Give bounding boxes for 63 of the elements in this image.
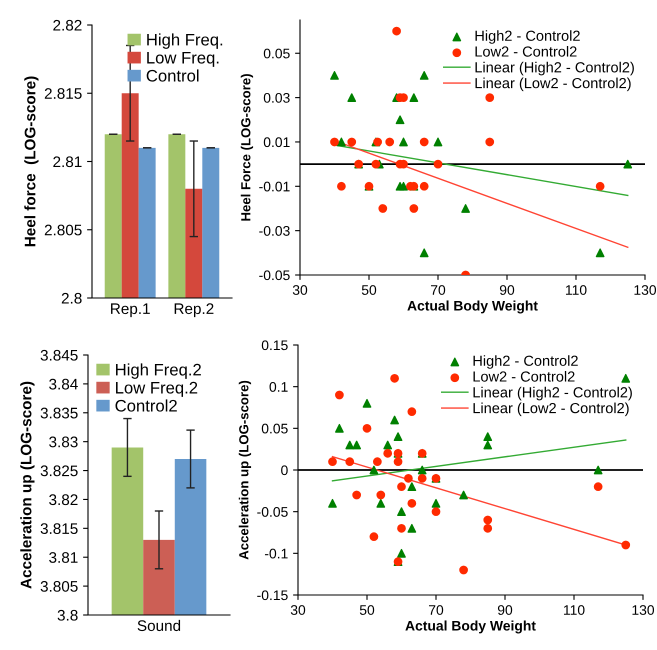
y-tick-label: 0.01 [264, 137, 290, 148]
x-tick-label: Sound [138, 620, 180, 632]
x-tick-label: 50 [362, 285, 376, 295]
y-tick-label: 3.81 [49, 552, 78, 563]
legend-label: Linear (Low2 - Control2) [474, 402, 629, 416]
legend-label: High2 - Control2 [476, 30, 580, 44]
y-tick-label: 0.03 [264, 92, 290, 103]
x-tick-label: 110 [566, 285, 587, 295]
legend-label: Control2 [116, 399, 177, 412]
legend-label: Linear (Low2 - Control2) [476, 78, 631, 92]
x-tick-label: 70 [428, 605, 444, 615]
y-tick-label: 2.815 [44, 88, 82, 99]
legend-label: Low Freq.2 [116, 382, 198, 397]
y-tick-label: -0.15 [257, 590, 288, 600]
x-tick-label: 30 [290, 605, 306, 615]
x-tick-label: Rep.1 [111, 303, 150, 318]
y-tick-label: 3.825 [40, 465, 78, 476]
x-tick-label: 130 [632, 605, 654, 615]
y-tick-label: 0.1 [270, 382, 288, 392]
y-tick-label: 2.8 [62, 292, 82, 304]
legend-label: Low2 - Control2 [474, 370, 575, 382]
legend-label: Linear (High2 - Control2) [474, 386, 632, 400]
y-tick-label: -0.05 [259, 270, 290, 280]
legend-label: High Freq. [147, 33, 222, 49]
y-tick-label: 3.84 [49, 378, 78, 390]
x-tick-label: Rep.2 [174, 303, 214, 318]
x-axis-title: Actual Body Weight [405, 620, 536, 634]
y-tick-label: 3.835 [40, 408, 78, 418]
y-tick-label: 0.05 [262, 424, 288, 434]
x-tick-label: 70 [430, 285, 446, 295]
y-tick-label: -0.01 [259, 182, 290, 192]
y-tick-label: 3.815 [40, 523, 78, 534]
x-axis-title: Actual Body Weight [407, 300, 538, 314]
y-tick-label: 3.805 [40, 580, 78, 592]
y-tick-label: -0.03 [259, 226, 290, 236]
legend-label: Low2 - Control2 [476, 46, 577, 57]
y-tick-label: 0.15 [262, 340, 288, 350]
x-tick-label: 130 [634, 285, 656, 295]
y-axis-title: Acceleration up (LOG-score) [20, 382, 34, 589]
y-tick-label: 3.82 [49, 494, 78, 506]
y-tick-label: 3.83 [49, 436, 78, 448]
x-tick-label: 30 [292, 285, 308, 295]
legend-label: High2 - Control2 [474, 355, 578, 369]
legend-label: High Freq.2 [116, 363, 201, 379]
x-tick-label: 110 [564, 605, 585, 615]
y-tick-label: 3.8 [58, 610, 78, 621]
y-axis-title: Acceleration up (LOG-score) [238, 380, 252, 560]
legend-label: Low Freq. [147, 52, 218, 67]
x-tick-label: 90 [498, 605, 512, 615]
y-tick-label: 3.845 [40, 350, 78, 361]
y-axis-title: Heel Force (LOG-score) [240, 74, 254, 221]
y-tick-label: 0.05 [264, 48, 290, 58]
y-tick-label: -0.1 [264, 548, 288, 559]
legend-label: Control [146, 69, 198, 82]
x-tick-label: 50 [360, 605, 374, 615]
y-tick-label: 2.82 [53, 20, 82, 31]
y-axis-title: Heel force (LOG-score) [24, 76, 38, 246]
y-tick-label: 2.81 [53, 156, 82, 168]
y-tick-label: 0 [281, 465, 288, 476]
legend-label: Linear (High2 - Control2) [476, 62, 634, 76]
x-tick-label: 90 [500, 285, 514, 295]
y-tick-label: 2.805 [44, 224, 82, 236]
y-tick-label: -0.05 [257, 507, 288, 517]
